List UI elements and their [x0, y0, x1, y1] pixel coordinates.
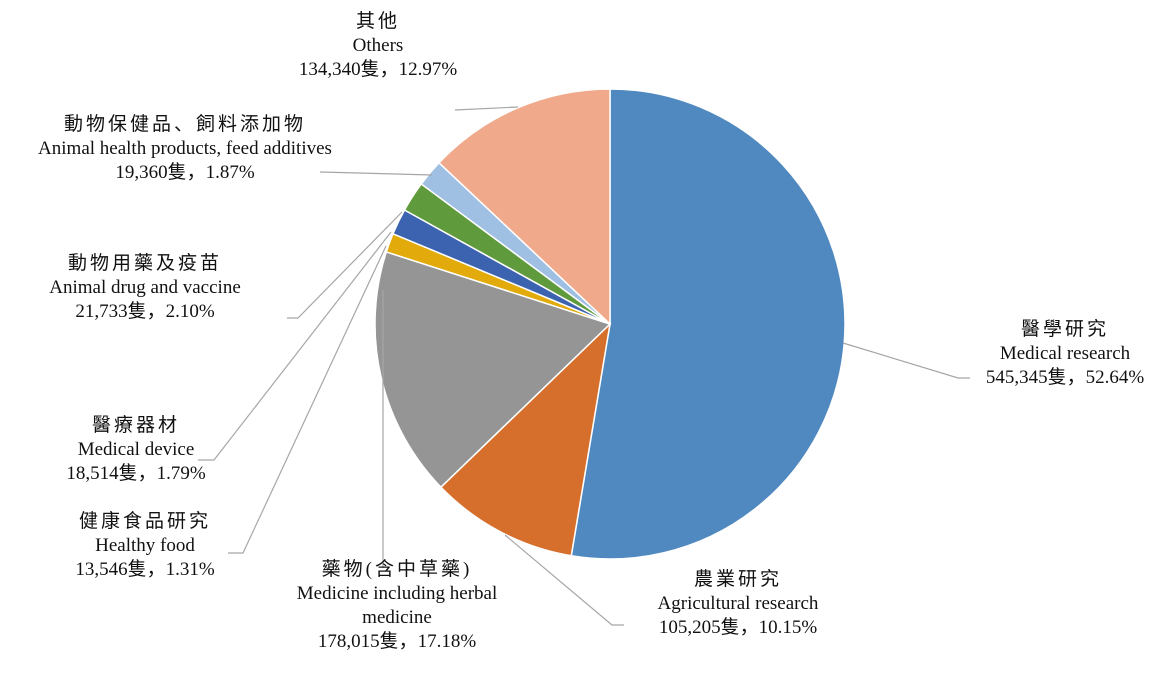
leader-line — [228, 245, 387, 554]
leader-line — [504, 534, 624, 626]
slice-label: 動物用藥及疫苗 Animal drug and vaccine 21,733隻，2.… — [0, 252, 290, 324]
value-label: 13,546隻，1.31% — [75, 559, 215, 580]
value-label: 178,015隻，17.18% — [317, 631, 477, 652]
label-zh: 動物用藥及疫苗 — [67, 253, 222, 274]
label-en: Others — [352, 35, 404, 56]
label-zh: 農業研究 — [693, 569, 782, 590]
pie-slice — [439, 321, 612, 557]
label-en: Animal drug and vaccine — [49, 277, 241, 298]
pie-slice — [570, 88, 846, 560]
slice-label: 醫療器材 Medical device 18,514隻，1.79% — [26, 414, 246, 486]
leader-line — [319, 171, 433, 176]
label-en: Medicine including herbal medicine — [296, 583, 498, 628]
label-zh: 醫學研究 — [1020, 319, 1109, 340]
label-en: Healthy food — [95, 535, 195, 556]
value-label: 19,360隻，1.87% — [115, 162, 255, 183]
leader-line — [842, 342, 970, 379]
pie-slice — [374, 250, 612, 489]
slice-label: 醫學研究 Medical research 545,345隻，52.64% — [955, 318, 1161, 390]
leader-line — [287, 211, 403, 319]
value-label: 545,345隻，52.64% — [985, 367, 1145, 388]
slice-label: 健康食品研究 Healthy food 13,546隻，1.31% — [35, 510, 255, 582]
label-zh: 醫療器材 — [91, 415, 180, 436]
label-zh: 其他 — [355, 11, 400, 32]
label-en: Medical device — [77, 439, 195, 460]
value-label: 134,340隻，12.97% — [298, 59, 458, 80]
value-label: 21,733隻，2.10% — [75, 301, 215, 322]
label-zh: 藥物(含中草藥) — [321, 559, 473, 580]
label-zh: 動物保健品、飼料添加物 — [63, 114, 306, 135]
value-label: 105,205隻，10.15% — [658, 617, 818, 638]
label-en: Animal health products, feed additives — [38, 138, 332, 159]
label-zh: 健康食品研究 — [78, 511, 211, 532]
label-en: Agricultural research — [657, 593, 819, 614]
leader-line — [198, 231, 392, 461]
slice-label: 動物保健品、飼料添加物 Animal health products, feed … — [15, 113, 355, 185]
leader-line — [454, 106, 519, 111]
pie-slice — [437, 88, 611, 326]
label-en: Medical research — [999, 343, 1131, 364]
slice-label: 藥物(含中草藥) Medicine including herbal medici… — [282, 558, 512, 654]
slice-label: 農業研究 Agricultural research 105,205隻，10.15% — [608, 568, 868, 640]
value-label: 18,514隻，1.79% — [66, 463, 206, 484]
slice-label: 其他 Others 134,340隻，12.97% — [263, 10, 493, 82]
